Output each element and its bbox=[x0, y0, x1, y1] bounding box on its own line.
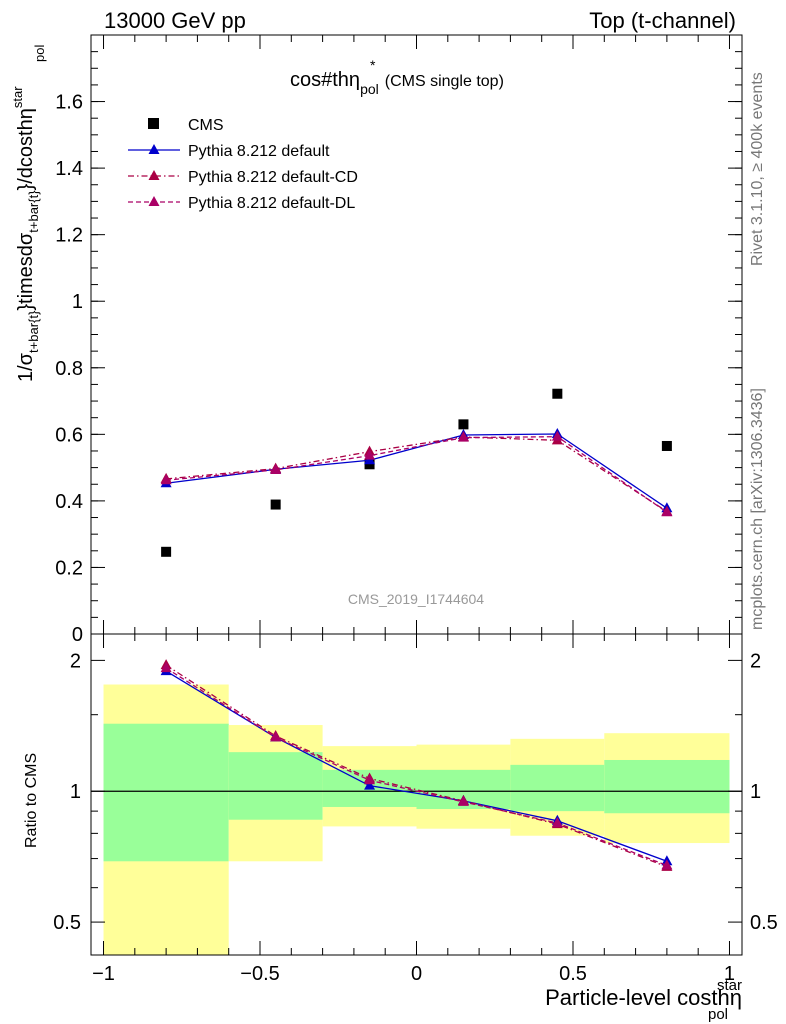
y-label-mid: }timesdσ bbox=[15, 232, 37, 311]
cms-data-point bbox=[552, 388, 563, 399]
main-marker-dl bbox=[551, 430, 563, 441]
main-series bbox=[160, 388, 673, 557]
x-tick-label: 0 bbox=[411, 963, 422, 985]
main-y-tick-label: 1 bbox=[72, 291, 83, 313]
ratio-bands bbox=[91, 684, 742, 955]
main-panel: CMS_2019_I1744604 cos#thηpol (CMS single … bbox=[10, 34, 743, 646]
ratio-marker-dl bbox=[551, 817, 563, 828]
main-y-tick-label: 1.4 bbox=[55, 158, 83, 180]
main-marker-dl bbox=[661, 506, 673, 517]
y-label-sub1: t+bar{t} bbox=[26, 310, 41, 353]
y-label-mid2: }/dcosthη bbox=[15, 108, 37, 190]
ratio-band-inner bbox=[228, 752, 323, 820]
main-line-cd bbox=[166, 436, 668, 513]
ratio-axes: 0.5 0.5 1 1 2 2 −1 −0.5 0 0.5 1 bbox=[53, 634, 778, 985]
x-tick-label: −0.5 bbox=[240, 963, 279, 985]
ratio-band-inner bbox=[510, 764, 605, 812]
ratio-line-cd bbox=[165, 664, 668, 868]
y-label-sup: star bbox=[10, 86, 25, 108]
ratio-frame bbox=[90, 633, 743, 956]
main-y-axis-label-sub3: pol bbox=[32, 45, 47, 62]
y-label-sub2: t+bar{t} bbox=[26, 190, 41, 233]
main-y-axis-label: 1/σt+bar{t}}timesdσt+bar{t}}/dcosthηstar bbox=[10, 86, 41, 382]
main-marker-dl bbox=[270, 463, 282, 474]
header-process-label: Top (t-channel) bbox=[589, 8, 736, 33]
ratio-y-tick-label: 1 bbox=[70, 781, 81, 803]
ratio-panel: 0.5 0.5 1 1 2 2 −1 −0.5 0 0.5 1 Ratio to CMS Parti… bbox=[23, 633, 778, 1023]
legend-label-data: CMS bbox=[188, 117, 224, 134]
ratio-marker-dl bbox=[270, 731, 282, 742]
main-marker-dl bbox=[457, 431, 469, 442]
mcplots-label: mcplots.cern.ch [arXiv:1306.3436] bbox=[749, 388, 766, 630]
plot-title-suffix: (CMS single top) bbox=[385, 73, 504, 90]
ratio-series bbox=[160, 659, 673, 871]
ratio-marker-dl bbox=[457, 795, 469, 806]
ratio-y-tick-label-right: 0.5 bbox=[750, 912, 778, 934]
plot-title: cos#thηpol (CMS single top) bbox=[290, 69, 504, 97]
x-label-sub: pol bbox=[708, 1006, 728, 1023]
x-axis-label: Particle-level costhη pol bbox=[545, 985, 742, 1023]
ratio-y-tick-label: 2 bbox=[70, 650, 81, 672]
legend-marker-cms bbox=[148, 118, 159, 129]
ratio-marker-dl bbox=[661, 859, 673, 870]
main-marker-dl bbox=[160, 474, 172, 485]
main-marker-dl bbox=[364, 449, 376, 460]
main-y-tick-label: 0.6 bbox=[55, 424, 83, 446]
ratio-y-tick-label-right: 1 bbox=[750, 781, 761, 803]
ratio-line-dl bbox=[165, 667, 668, 867]
watermark: CMS_2019_I1744604 bbox=[348, 591, 484, 607]
legend-marker-dl bbox=[148, 196, 160, 206]
plot-title-sub: pol bbox=[360, 81, 379, 97]
legend-marker-cd bbox=[148, 170, 160, 180]
legend: CMS Pythia 8.212 default Pythia 8.212 defa… bbox=[128, 117, 358, 212]
legend-marker-default bbox=[148, 144, 160, 154]
main-line-dl bbox=[166, 436, 668, 513]
y-label-pre: 1/σ bbox=[15, 352, 37, 382]
rivet-label: Rivet 3.1.10, ≥ 400k events bbox=[749, 72, 766, 266]
legend-label-dl: Pythia 8.212 default-DL bbox=[188, 195, 355, 212]
main-y-tick-label: 0.8 bbox=[55, 358, 83, 380]
main-y-tick-label: 1.2 bbox=[55, 225, 83, 247]
header-energy-label: 13000 GeV pp bbox=[104, 8, 246, 33]
main-line-default bbox=[166, 433, 668, 509]
ratio-y-tick-label: 0.5 bbox=[53, 912, 81, 934]
ratio-band-inner bbox=[604, 759, 730, 814]
plot-title-main: cos#thη bbox=[290, 69, 360, 91]
main-y-tick-label: 1.6 bbox=[55, 92, 83, 114]
ratio-y-axis-label: Ratio to CMS bbox=[23, 753, 40, 848]
cms-data-point bbox=[661, 440, 672, 451]
x-label-main: Particle-level costhη bbox=[545, 985, 742, 1010]
legend-label-default: Pythia 8.212 default bbox=[188, 143, 330, 160]
ratio-band-inner bbox=[103, 723, 229, 862]
ratio-y-tick-label-right: 2 bbox=[750, 650, 761, 672]
x-tick-label: −1 bbox=[92, 963, 115, 985]
legend-label-cd: Pythia 8.212 default-CD bbox=[188, 169, 358, 186]
ratio-marker-dl bbox=[364, 774, 376, 785]
main-y-tick-label: 0.4 bbox=[55, 491, 83, 513]
cms-data-point bbox=[161, 546, 172, 557]
x-tick-label: 0.5 bbox=[559, 963, 587, 985]
main-y-tick-label: 0 bbox=[72, 624, 83, 646]
x-label-sup: star bbox=[717, 977, 742, 994]
ratio-marker-default bbox=[364, 779, 376, 790]
main-axes: 0 0.2 0.4 0.6 0.8 1 1.2 1.4 1.6 bbox=[55, 35, 742, 646]
cms-data-point bbox=[270, 499, 281, 510]
plot-title-sup: * bbox=[370, 57, 376, 73]
main-y-tick-label: 0.2 bbox=[55, 557, 83, 579]
cms-data-point bbox=[458, 419, 469, 430]
x-tick-label: 1 bbox=[724, 963, 735, 985]
ratio-marker-dl bbox=[160, 662, 172, 673]
